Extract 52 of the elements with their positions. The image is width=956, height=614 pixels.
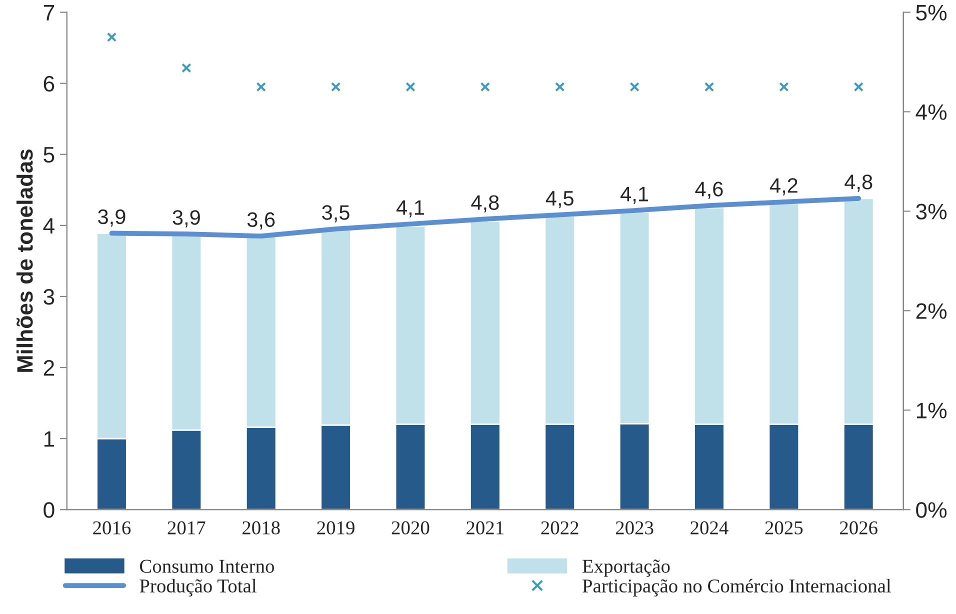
annotation: 4,8	[844, 174, 872, 192]
point	[406, 82, 416, 92]
annotation: 4,2	[770, 178, 798, 196]
y-tick-label: 2	[44, 360, 54, 376]
point	[779, 82, 789, 92]
point	[480, 82, 490, 92]
point	[704, 82, 714, 92]
x-tick-label: 2019	[317, 521, 354, 534]
x-tick-label: 2024	[690, 521, 728, 534]
y-tick-label: 6	[44, 76, 54, 92]
annotation: 4,6	[695, 182, 723, 199]
annotation: 4,1	[620, 186, 648, 204]
legend-label: Consumo Interno	[140, 560, 274, 573]
annotation: 3,9	[98, 209, 126, 227]
x-tick-label: 2022	[541, 521, 578, 534]
annotation: 4,8	[471, 195, 499, 212]
y2-tick-label: 5%	[916, 4, 947, 21]
legend-label: Participação no Comércio Internacional	[582, 578, 891, 596]
point	[256, 82, 266, 92]
y-tick-label: 4	[43, 218, 54, 234]
point	[182, 63, 192, 73]
y2-tick-label: 0%	[916, 502, 947, 518]
y-tick-label: 7	[44, 5, 54, 20]
x-tick-label: 2018	[242, 521, 280, 534]
annotation: 3,5	[322, 205, 350, 222]
annotation: 3,6	[247, 212, 275, 230]
point	[854, 82, 864, 92]
y-tick-label: 5	[44, 147, 54, 163]
point	[555, 82, 565, 92]
x-tick-label: 2026	[840, 521, 878, 534]
y-axis-title: Milhões de toneladas	[16, 149, 33, 372]
annotation: 4,1	[396, 200, 424, 218]
y2-tick-label: 3%	[916, 204, 947, 220]
x-tick-label: 2025	[765, 521, 803, 534]
point	[330, 82, 341, 92]
x-tick-label: 2020	[392, 521, 430, 534]
x-tick-label: 2016	[93, 521, 131, 534]
y-tick-label: 1	[44, 431, 54, 447]
point	[630, 82, 640, 92]
annotation: 4,5	[546, 191, 574, 208]
legend-label: Exportação	[582, 560, 670, 577]
x-tick-label: 2021	[466, 521, 504, 534]
x-tick-label: 2017	[168, 521, 206, 534]
y2-tick-label: 1%	[916, 402, 947, 418]
y2-tick-label: 4%	[916, 104, 947, 120]
y-tick-label: 0	[44, 502, 54, 518]
x-tick-label: 2023	[616, 521, 654, 534]
annotation: 3,9	[172, 210, 200, 228]
y2-tick-label: 2%	[916, 303, 947, 319]
legend-label: Produção Total	[140, 578, 256, 596]
y-tick-label: 3	[44, 289, 54, 305]
point	[106, 32, 117, 42]
